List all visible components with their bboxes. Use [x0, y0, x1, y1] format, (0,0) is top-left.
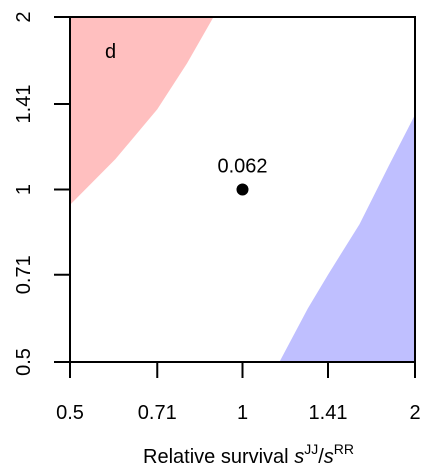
y-tick-label: 1.41 [13, 85, 35, 124]
x-axis-title-sup2: RR [334, 441, 354, 457]
x-tick-label: 2 [409, 402, 420, 424]
x-tick-label: 0.5 [56, 402, 84, 424]
x-axis-title-sup1: JJ [304, 441, 318, 457]
data-point-label: 0.062 [217, 156, 267, 178]
region-lower-right [279, 114, 415, 362]
x-axis: 0.5 0.71 1 1.41 2 [56, 362, 421, 424]
panel-label: d [105, 41, 116, 63]
data-point [236, 183, 249, 196]
y-tick-label: 1 [13, 184, 35, 195]
y-axis: 0.5 0.71 1 1.41 2 [13, 11, 70, 376]
points: 0.062 [217, 156, 268, 196]
x-tick-label: 0.71 [138, 402, 177, 424]
x-axis-title-prefix: Relative survival [143, 446, 294, 468]
x-axis-title-slash: / [318, 446, 324, 468]
y-tick-label: 0.71 [13, 255, 35, 294]
regions [70, 17, 415, 362]
region-upper-left [70, 17, 214, 205]
x-tick-label: 1 [237, 402, 248, 424]
y-tick-label: 0.5 [13, 348, 35, 376]
x-axis-title-var2: s [324, 446, 334, 468]
x-tick-label: 1.41 [309, 402, 348, 424]
y-tick-label: 2 [13, 11, 35, 22]
x-axis-title-var1: s [294, 446, 304, 468]
x-axis-title: Relative survival sJJ/sRR [143, 441, 354, 468]
